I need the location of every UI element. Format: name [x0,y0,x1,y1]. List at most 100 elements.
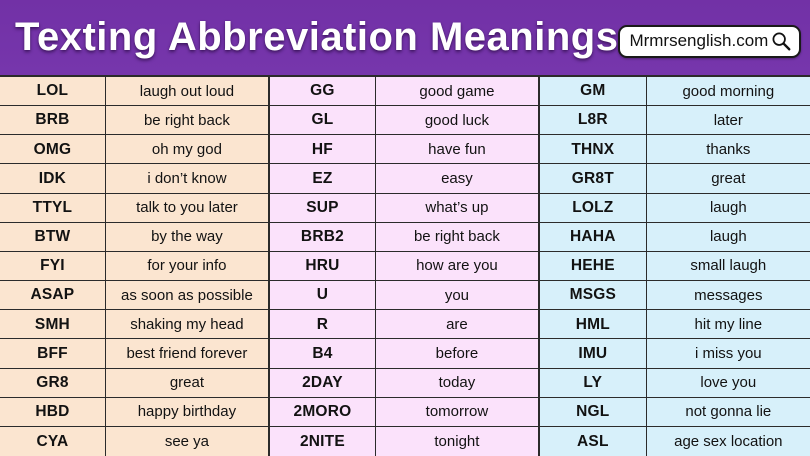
meaning-cell: before [435,344,479,362]
abbreviation-cell: BRB2 [270,222,376,251]
meaning-cell: laugh [709,199,747,217]
table-row: GR8T great [540,164,810,194]
abbreviation-cell: FYI [0,251,106,281]
meaning-cell: later [713,111,743,129]
abbreviation-cell: IMU [540,339,647,368]
abbreviation-cell: OMG [0,135,106,164]
table-group-1: LOL laugh out loud BRB be right back OMG oh m… [0,77,270,456]
abbreviation-cell: IDK [0,164,106,193]
abbreviation-cell: BFF [0,339,106,368]
abbreviation-cell: THNX [540,135,647,164]
meaning-cell: see ya [164,432,210,450]
table-row: MSGS messages [540,281,810,311]
meaning-cell: be right back [413,228,500,246]
abbreviation-cell: GM [540,77,647,106]
meaning-cell: be right back [143,111,230,129]
table-row: BTW by the way [0,222,268,252]
table-row: LY love you [540,368,810,398]
abbreviation-cell: ASL [540,426,647,456]
table-row: B4 before [270,339,538,369]
table-row: GR8 great [0,368,268,398]
meaning-cell: oh my god [151,140,222,158]
table-row: GG good game [270,77,538,107]
abbreviation-cell: HBD [0,397,106,426]
meaning-cell: best friend forever [126,344,248,362]
meaning-cell: not gonna lie [685,403,772,421]
table-row: CYA see ya [0,426,268,456]
meaning-cell: i miss you [694,344,762,362]
abbreviation-cell: NGL [540,397,647,426]
meaning-cell: messages [694,286,763,304]
abbreviation-cell: BTW [0,222,106,251]
abbreviation-cell: LY [540,368,647,397]
abbreviation-cell: HRU [270,251,376,281]
abbreviation-cell: SUP [270,193,376,222]
meaning-cell: great [169,374,205,392]
meaning-cell: easy [441,170,473,188]
abbreviation-cell: HAHA [540,222,647,251]
meaning-cell: good morning [682,82,775,100]
table-row: FYI for your info [0,251,268,282]
meaning-cell: thanks [706,140,751,158]
table-row: IMU i miss you [540,339,810,369]
abbreviation-cell: LOLZ [540,193,647,222]
meaning-cell: for your info [147,257,227,275]
abbreviation-cell: 2MORO [270,397,376,426]
meaning-cell: shaking my head [130,315,244,333]
abbreviation-cell: MSGS [540,281,647,310]
abbreviation-cell: GR8 [0,368,106,397]
table-row: LOL laugh out loud [0,77,268,107]
meaning-cell: i don’t know [147,170,227,188]
table-row: HF have fun [270,135,538,165]
abbreviation-cell: L8R [540,106,647,135]
abbreviation-cell: SMH [0,310,106,339]
meaning-cell: you [444,286,470,304]
abbreviation-cell: U [270,281,376,310]
meaning-cell: small laugh [690,257,767,275]
table-row: 2MORO tomorrow [270,397,538,427]
table-row: BRB2 be right back [270,222,538,252]
abbreviation-cell: GL [270,106,376,135]
page-header: Texting Abbreviation Meanings Mrmrsengli… [0,0,810,75]
meaning-cell: tomorrow [425,403,489,421]
abbreviation-cell: HML [540,310,647,339]
table-row: HEHE small laugh [540,251,810,282]
abbreviation-cell: B4 [270,339,376,368]
site-badge-label: Mrmrsenglish.com [629,31,769,50]
abbreviation-cell: EZ [270,164,376,193]
meaning-cell: talk to you later [136,199,238,217]
abbreviation-cell: 2DAY [270,368,376,397]
table-row: HAHA laugh [540,222,810,252]
table-group-3: GM good morning L8R later THNX thanks GR8T grea… [540,77,810,456]
abbreviation-cell: R [270,310,376,339]
abbreviation-cell: GG [270,77,376,106]
meaning-cell: what’s up [425,199,489,217]
meaning-cell: by the way [151,228,223,246]
table-row: NGL not gonna lie [540,397,810,427]
meaning-cell: how are you [416,257,498,275]
table-row: HBD happy birthday [0,397,268,427]
meaning-cell: happy birthday [137,403,237,421]
page-title: Texting Abbreviation Meanings [15,15,619,59]
meaning-cell: today [438,374,476,392]
abbreviation-cell: BRB [0,106,106,135]
meaning-cell: are [446,315,468,333]
table-row: LOLZ laugh [540,193,810,223]
abbreviation-cell: 2NITE [270,426,376,456]
search-icon [770,30,792,52]
table-row: ASAP as soon as possible [0,281,268,311]
meaning-cell: laugh [709,228,747,246]
table-row: 2DAY today [270,368,538,398]
table-row: L8R later [540,106,810,136]
meaning-cell: good game [419,82,495,100]
abbreviation-cell: TTYL [0,193,106,222]
table-row: GM good morning [540,77,810,107]
table-row: HML hit my line [540,310,810,340]
meaning-cell: as soon as possible [121,286,253,304]
table-group-2: GG good game GL good luck HF have fun EZ easy SU… [270,77,540,456]
meaning-cell: great [711,170,746,188]
meaning-cell: hit my line [694,315,763,333]
meaning-cell: tonight [434,432,480,450]
